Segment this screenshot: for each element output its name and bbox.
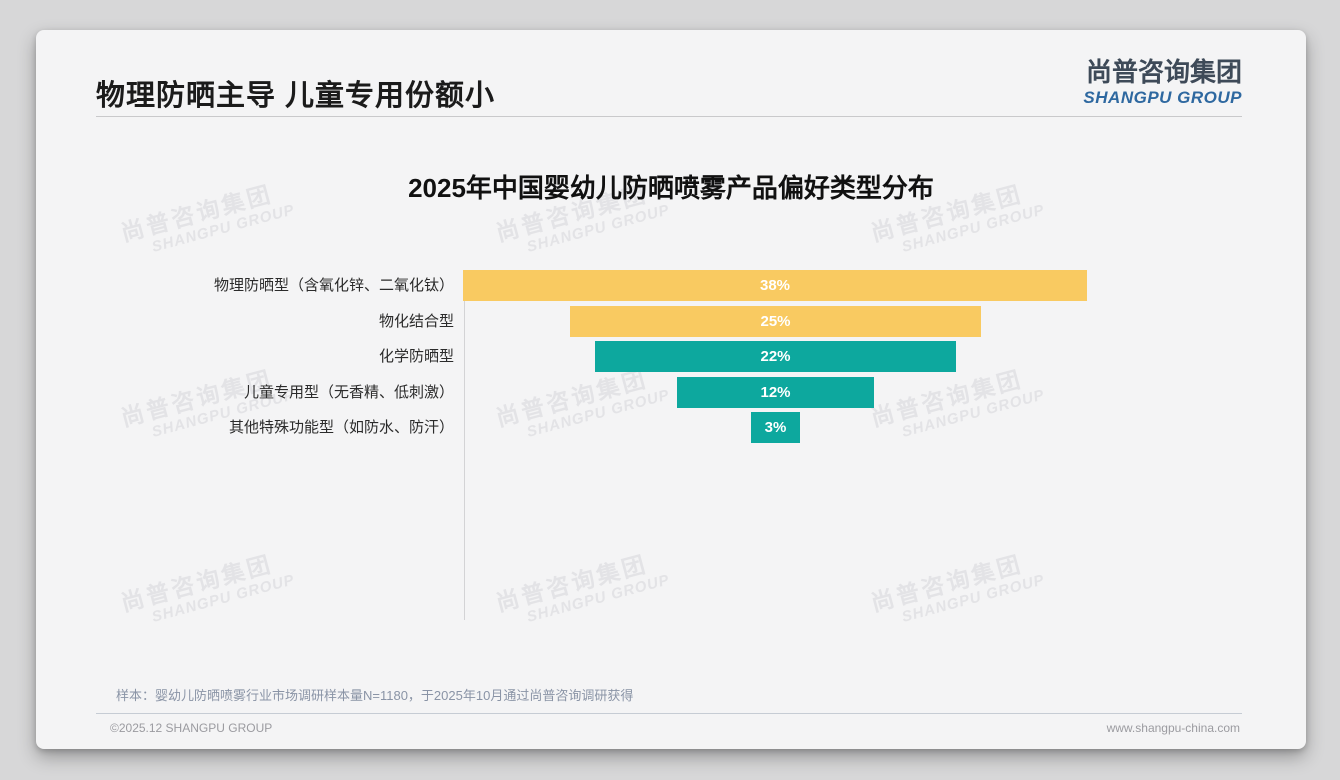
copyright-text: ©2025.12 SHANGPU GROUP [110, 721, 273, 735]
logo-english-text: SHANGPU GROUP [1083, 87, 1242, 107]
footer-divider [96, 713, 1242, 714]
bar-value-label: 38% [759, 277, 791, 294]
page-title: 物理防晒主导 儿童专用份额小 [96, 80, 496, 112]
y-axis-line [464, 270, 465, 620]
bar-value-label: 25% [760, 313, 791, 330]
bar-segment: 22% [595, 341, 956, 372]
sample-note: 样本：婴幼儿防晒喷雾行业市场调研样本量N=1180，于2025年10月通过尚普咨… [116, 688, 634, 703]
category-label: 物理防晒型（含氧化锌、二氧化钛） [213, 277, 454, 294]
slide-card: 尚普咨询集团 SHANGPU GROUP 尚普咨询集团 SHANGPU GROUP 尚普… [36, 30, 1306, 749]
bar-value-label: 22% [760, 348, 791, 365]
bar-value-label: 12% [760, 384, 791, 401]
category-label: 物化结合型 [378, 313, 454, 330]
company-logo: 尚普咨询集团 SHANGPU GROUP [1083, 57, 1242, 108]
category-label: 儿童专用型（无香精、低刺激） [243, 384, 454, 401]
category-label: 化学防晒型 [378, 348, 454, 365]
logo-chinese-text: 尚普咨询集团 [1085, 57, 1242, 87]
category-label: 其他特殊功能型（如防水、防汗） [228, 419, 454, 436]
title-divider [96, 116, 1242, 117]
website-text: www.shangpu-china.com [1106, 721, 1240, 735]
chart-title: 2025年中国婴幼儿防晒喷雾产品偏好类型分布 [408, 173, 934, 203]
bar-segment: 38% [463, 270, 1087, 301]
bar-value-label: 3% [764, 419, 787, 436]
bar-segment: 25% [570, 306, 981, 337]
bar-segment: 3% [751, 412, 800, 443]
bar-segment: 12% [677, 377, 874, 408]
bar-chart: 物理防晒型（含氧化锌、二氧化钛） 38% 物化结合型 25% 化学防晒型 22% 儿童专用型… [36, 270, 1306, 630]
